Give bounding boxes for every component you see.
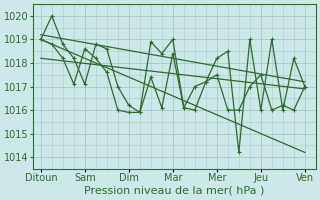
X-axis label: Pression niveau de la mer( hPa ): Pression niveau de la mer( hPa ) bbox=[84, 186, 265, 196]
